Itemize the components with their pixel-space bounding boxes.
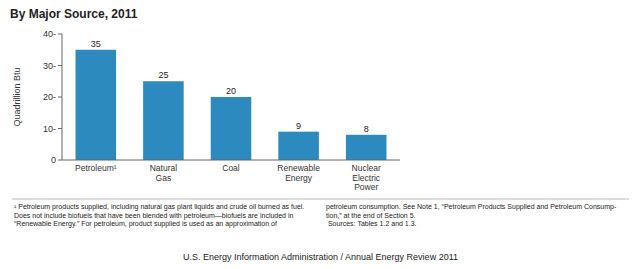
y-tick-label: 20- <box>43 92 56 102</box>
data-label: 9 <box>296 121 301 131</box>
y-axis-label: Quadrillion Btu <box>12 67 22 126</box>
x-tick-label: NaturalGas <box>150 163 178 183</box>
data-label: 35 <box>91 39 101 49</box>
y-tick-label: 0 <box>51 155 56 165</box>
title: By Major Source, 2011 <box>10 7 138 21</box>
data-label: 8 <box>364 124 369 134</box>
footnote: ¹ Petroleum products supplied, including… <box>14 203 304 228</box>
x-tick-label: NuclearElectricPower <box>352 163 381 192</box>
x-tick-label: Petroleum¹ <box>75 163 117 173</box>
y-tick-label: 30- <box>43 61 56 71</box>
y-tick-label: 40- <box>43 29 56 39</box>
footnote: petroleum consumption. See Note 1, “Petr… <box>326 203 617 227</box>
data-label: 20 <box>226 86 236 96</box>
separator <box>12 199 629 200</box>
background <box>0 0 641 269</box>
chart: By Major Source, 2011 35 25 20 9 8 0 10- 20- 30- 4… <box>0 0 641 269</box>
y-tick-label: 10- <box>43 124 56 134</box>
bar <box>211 97 252 160</box>
x-tick-label: Coal <box>222 163 240 173</box>
bar <box>76 50 117 160</box>
y-tick <box>58 97 62 98</box>
bar <box>278 132 319 160</box>
data-label: 25 <box>158 70 168 80</box>
footer: U.S. Energy Information Administration /… <box>183 252 458 262</box>
y-tick <box>58 128 62 129</box>
y-tick <box>58 34 62 35</box>
bar <box>143 81 184 160</box>
bar <box>346 135 387 160</box>
y-tick <box>58 160 62 161</box>
x-axis <box>62 160 400 161</box>
bars <box>76 50 387 160</box>
x-tick-label: RenewableEnergy <box>277 163 320 183</box>
y-tick <box>58 65 62 66</box>
